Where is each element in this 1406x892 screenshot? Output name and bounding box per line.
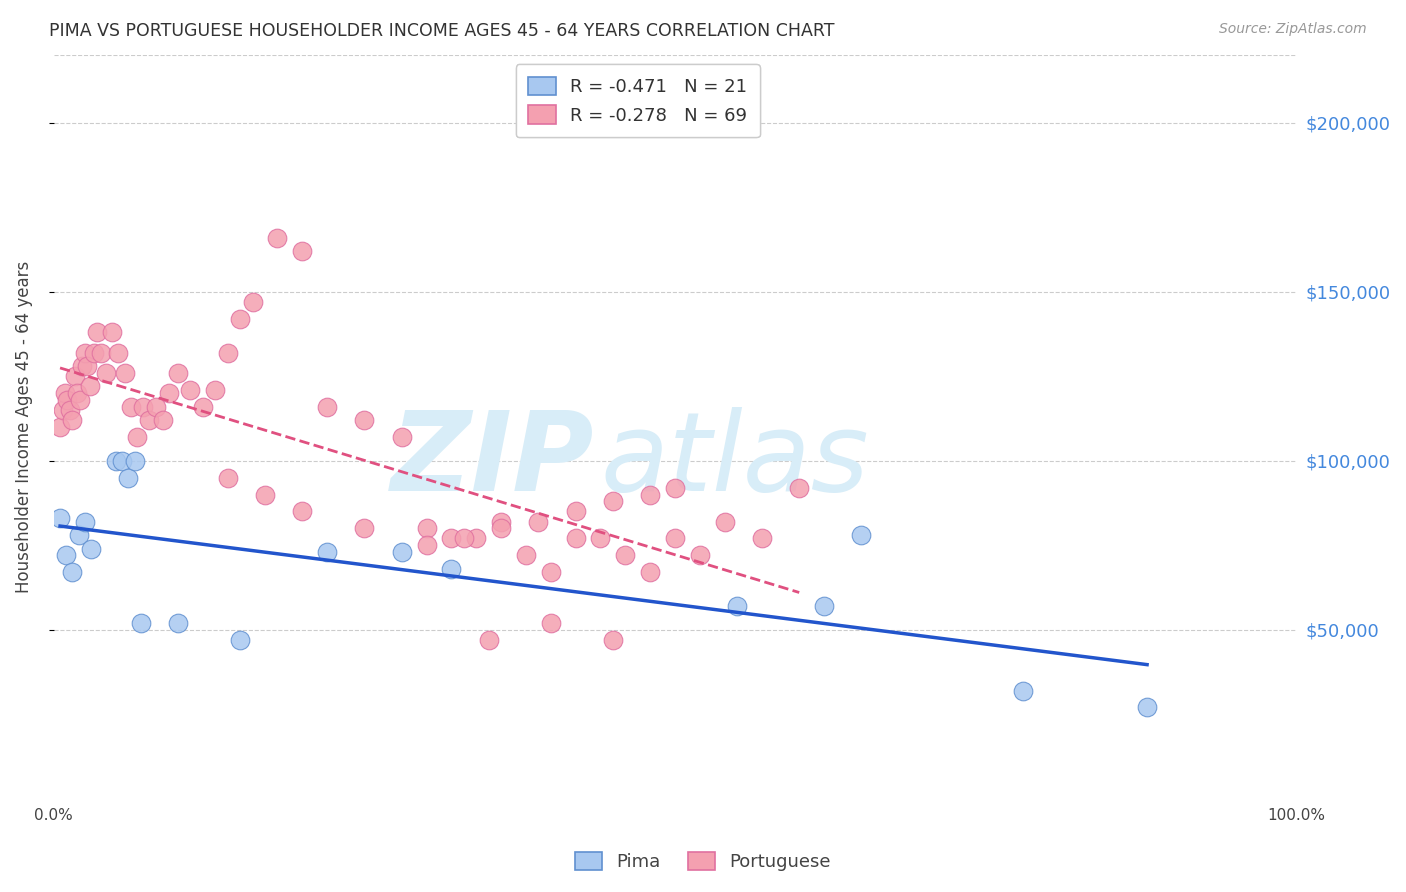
- Point: [72, 359, 94, 373]
- Point: [217, 345, 239, 359]
- Text: ZIP: ZIP: [391, 407, 595, 514]
- Point: [55, 549, 77, 563]
- Point: [353, 521, 375, 535]
- Point: [440, 532, 463, 546]
- Point: [94, 366, 117, 380]
- Point: [124, 454, 146, 468]
- Point: [101, 326, 124, 340]
- Point: [62, 413, 84, 427]
- Point: [851, 528, 873, 542]
- Point: [129, 615, 152, 630]
- Point: [540, 615, 562, 630]
- Point: [204, 383, 226, 397]
- Point: [316, 400, 339, 414]
- Point: [59, 403, 82, 417]
- Point: [316, 545, 339, 559]
- Point: [602, 494, 624, 508]
- Point: [49, 511, 72, 525]
- Point: [53, 386, 76, 401]
- Point: [242, 294, 264, 309]
- Point: [49, 420, 72, 434]
- Point: [291, 244, 314, 259]
- Point: [664, 532, 686, 546]
- Point: [117, 470, 139, 484]
- Point: [787, 481, 810, 495]
- Point: [132, 400, 155, 414]
- Point: [564, 532, 586, 546]
- Point: [564, 504, 586, 518]
- Point: [80, 541, 103, 556]
- Point: [253, 487, 276, 501]
- Point: [111, 454, 134, 468]
- Point: [527, 515, 550, 529]
- Point: [63, 369, 86, 384]
- Y-axis label: Householder Income Ages 45 - 64 years: Householder Income Ages 45 - 64 years: [15, 260, 32, 593]
- Point: [440, 562, 463, 576]
- Point: [515, 549, 537, 563]
- Point: [614, 549, 637, 563]
- Point: [73, 345, 96, 359]
- Point: [813, 599, 835, 613]
- Legend: R = -0.471   N = 21, R = -0.278   N = 69: R = -0.471 N = 21, R = -0.278 N = 69: [516, 64, 759, 137]
- Point: [66, 386, 89, 401]
- Point: [56, 392, 79, 407]
- Point: [478, 632, 501, 647]
- Point: [107, 345, 129, 359]
- Point: [229, 632, 252, 647]
- Point: [751, 532, 773, 546]
- Point: [391, 430, 413, 444]
- Point: [157, 386, 180, 401]
- Point: [167, 615, 190, 630]
- Point: [152, 413, 174, 427]
- Point: [638, 487, 661, 501]
- Point: [540, 566, 562, 580]
- Point: [353, 413, 375, 427]
- Point: [725, 599, 748, 613]
- Point: [76, 359, 98, 373]
- Point: [179, 383, 201, 397]
- Point: [67, 528, 90, 542]
- Point: [489, 521, 512, 535]
- Point: [415, 538, 437, 552]
- Point: [125, 430, 148, 444]
- Legend: Pima, Portuguese: Pima, Portuguese: [568, 845, 838, 879]
- Point: [266, 230, 288, 244]
- Point: [145, 400, 167, 414]
- Point: [589, 532, 612, 546]
- Point: [602, 632, 624, 647]
- Point: [90, 345, 112, 359]
- Point: [664, 481, 686, 495]
- Point: [229, 311, 252, 326]
- Point: [689, 549, 711, 563]
- Point: [489, 515, 512, 529]
- Point: [465, 532, 488, 546]
- Text: atlas: atlas: [600, 407, 869, 514]
- Point: [86, 326, 108, 340]
- Point: [1011, 683, 1033, 698]
- Point: [217, 470, 239, 484]
- Point: [83, 345, 105, 359]
- Point: [62, 566, 84, 580]
- Point: [1136, 700, 1159, 714]
- Point: [104, 454, 127, 468]
- Point: [453, 532, 475, 546]
- Text: Source: ZipAtlas.com: Source: ZipAtlas.com: [1219, 22, 1367, 37]
- Point: [191, 400, 214, 414]
- Point: [73, 515, 96, 529]
- Point: [391, 545, 413, 559]
- Point: [713, 515, 735, 529]
- Point: [291, 504, 314, 518]
- Point: [638, 566, 661, 580]
- Point: [51, 403, 73, 417]
- Point: [69, 392, 91, 407]
- Point: [120, 400, 142, 414]
- Point: [114, 366, 136, 380]
- Text: PIMA VS PORTUGUESE HOUSEHOLDER INCOME AGES 45 - 64 YEARS CORRELATION CHART: PIMA VS PORTUGUESE HOUSEHOLDER INCOME AG…: [49, 22, 835, 40]
- Point: [415, 521, 437, 535]
- Point: [79, 379, 101, 393]
- Point: [138, 413, 160, 427]
- Point: [167, 366, 190, 380]
